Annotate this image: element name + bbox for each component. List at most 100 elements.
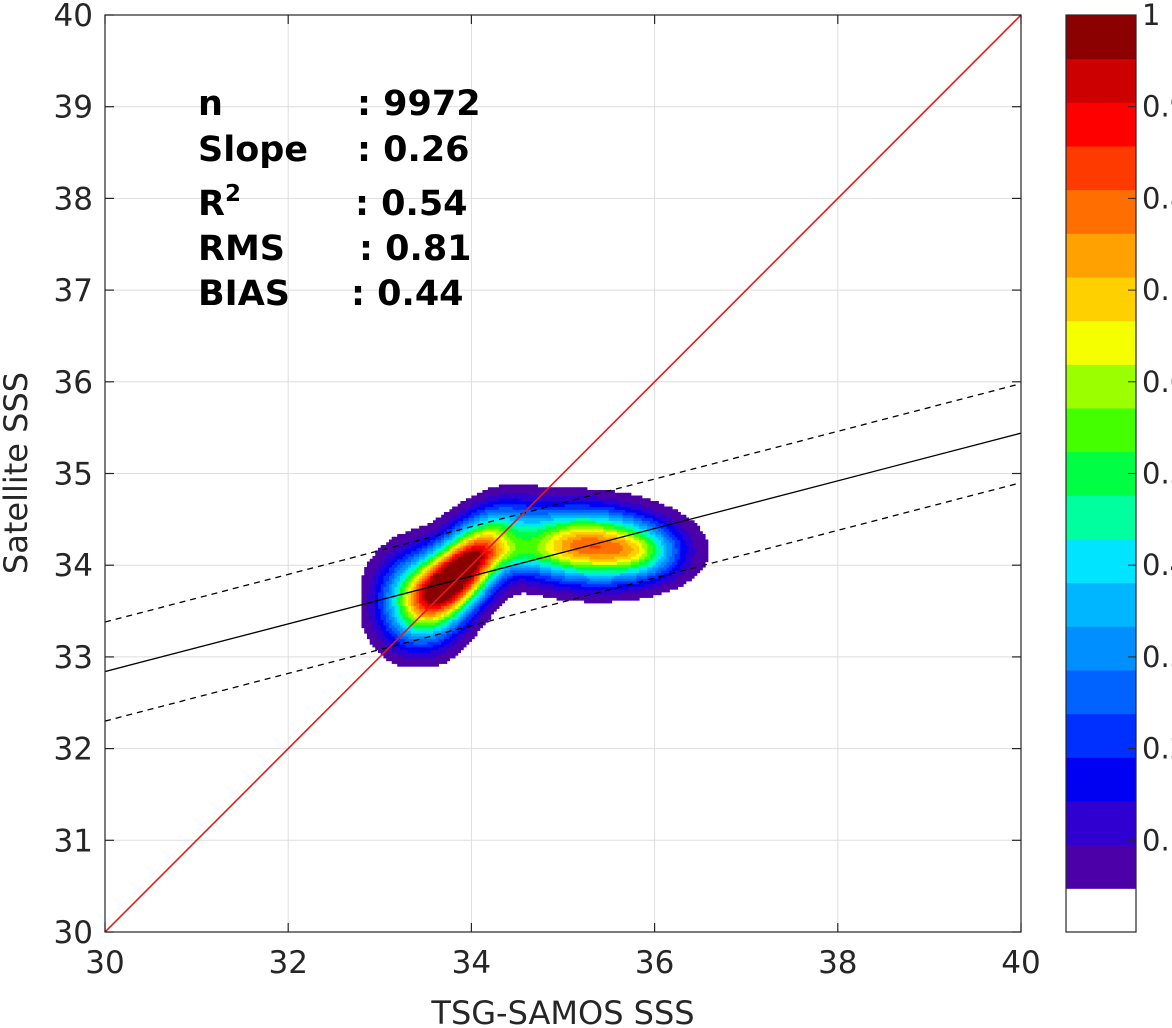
density-cell — [457, 589, 462, 593]
density-cell — [639, 556, 643, 560]
density-cell — [644, 514, 648, 519]
density-cell — [573, 492, 577, 497]
density-cell — [537, 506, 541, 510]
density-cell — [608, 492, 613, 497]
density-cell — [479, 503, 483, 508]
density-cell — [586, 583, 591, 587]
density-cell — [432, 547, 437, 552]
density-cell — [479, 616, 483, 620]
density-cell — [441, 572, 445, 576]
density-cell — [501, 506, 505, 510]
density-cell — [457, 597, 462, 601]
density-cell — [540, 591, 544, 596]
density-cell — [388, 652, 393, 656]
density-cell — [567, 490, 571, 494]
density-cell — [518, 583, 522, 587]
density-cell — [501, 580, 505, 585]
density-cell — [633, 580, 637, 585]
density-cell — [504, 567, 508, 571]
density-cell — [399, 657, 404, 662]
density-cell — [377, 575, 382, 579]
density-cell — [463, 600, 467, 604]
density-cell — [562, 523, 566, 527]
density-cell — [377, 616, 382, 620]
density-cell — [498, 558, 503, 563]
density-cell — [655, 512, 659, 516]
density-cell — [476, 616, 481, 620]
density-cell — [463, 517, 467, 521]
density-cell — [490, 506, 494, 510]
density-cell — [581, 525, 585, 530]
density-cell — [652, 512, 657, 516]
density-cell — [509, 583, 514, 587]
density-cell — [652, 542, 657, 546]
density-cell — [468, 627, 472, 631]
density-cell — [386, 567, 390, 571]
density-cell — [424, 597, 429, 601]
density-cell — [507, 506, 511, 510]
density-cell — [542, 498, 547, 502]
density-cell — [542, 495, 547, 499]
density-cell — [416, 608, 420, 612]
density-cell — [457, 531, 462, 535]
density-cell — [540, 528, 544, 532]
density-cell — [597, 495, 602, 499]
density-cell — [567, 501, 571, 505]
density-cell — [388, 569, 393, 574]
density-cell — [452, 583, 456, 587]
density-cell — [416, 663, 420, 667]
density-cell — [443, 622, 448, 626]
density-cell — [685, 534, 690, 538]
density-cell — [548, 520, 552, 524]
density-cell — [410, 539, 415, 543]
density-cell — [633, 594, 637, 598]
density-cell — [487, 509, 492, 513]
density-cell — [523, 589, 527, 593]
density-cell — [380, 624, 385, 629]
density-cell — [504, 564, 508, 568]
density-cell — [630, 553, 635, 557]
density-cell — [397, 655, 401, 659]
density-cell — [432, 575, 437, 579]
density-cell — [606, 561, 610, 565]
density-cell — [397, 539, 401, 543]
density-cell — [625, 594, 629, 598]
density-cell — [487, 525, 492, 530]
density-cell — [427, 578, 431, 582]
density-cell — [540, 525, 544, 530]
density-cell — [655, 591, 659, 596]
density-cell — [589, 509, 593, 513]
density-cell — [603, 575, 607, 579]
density-cell — [630, 589, 635, 593]
density-cell — [452, 605, 456, 609]
density-cell — [647, 531, 651, 535]
density-cell — [663, 561, 668, 565]
density-cell — [650, 556, 654, 560]
density-cell — [650, 580, 654, 585]
density-cell — [432, 649, 437, 653]
density-cell — [424, 525, 429, 530]
density-cell — [509, 567, 514, 571]
density-cell — [529, 586, 533, 590]
density-cell — [578, 547, 582, 552]
density-cell — [677, 564, 681, 568]
density-cell — [650, 564, 654, 568]
density-cell — [584, 575, 588, 579]
density-cell — [603, 553, 607, 557]
density-cell — [531, 525, 536, 530]
density-cell — [479, 492, 483, 497]
density-cell — [496, 564, 500, 568]
density-cell — [391, 586, 396, 590]
density-cell — [652, 553, 657, 557]
density-cell — [562, 597, 566, 601]
density-cell — [405, 633, 409, 637]
density-cell — [617, 506, 621, 510]
density-cell — [619, 531, 624, 535]
density-cell — [515, 512, 519, 516]
density-cell — [545, 591, 549, 596]
density-cell — [424, 630, 429, 634]
density-cell — [551, 495, 555, 499]
density-cell — [578, 517, 582, 521]
density-cell — [474, 611, 478, 615]
density-cell — [614, 509, 618, 513]
